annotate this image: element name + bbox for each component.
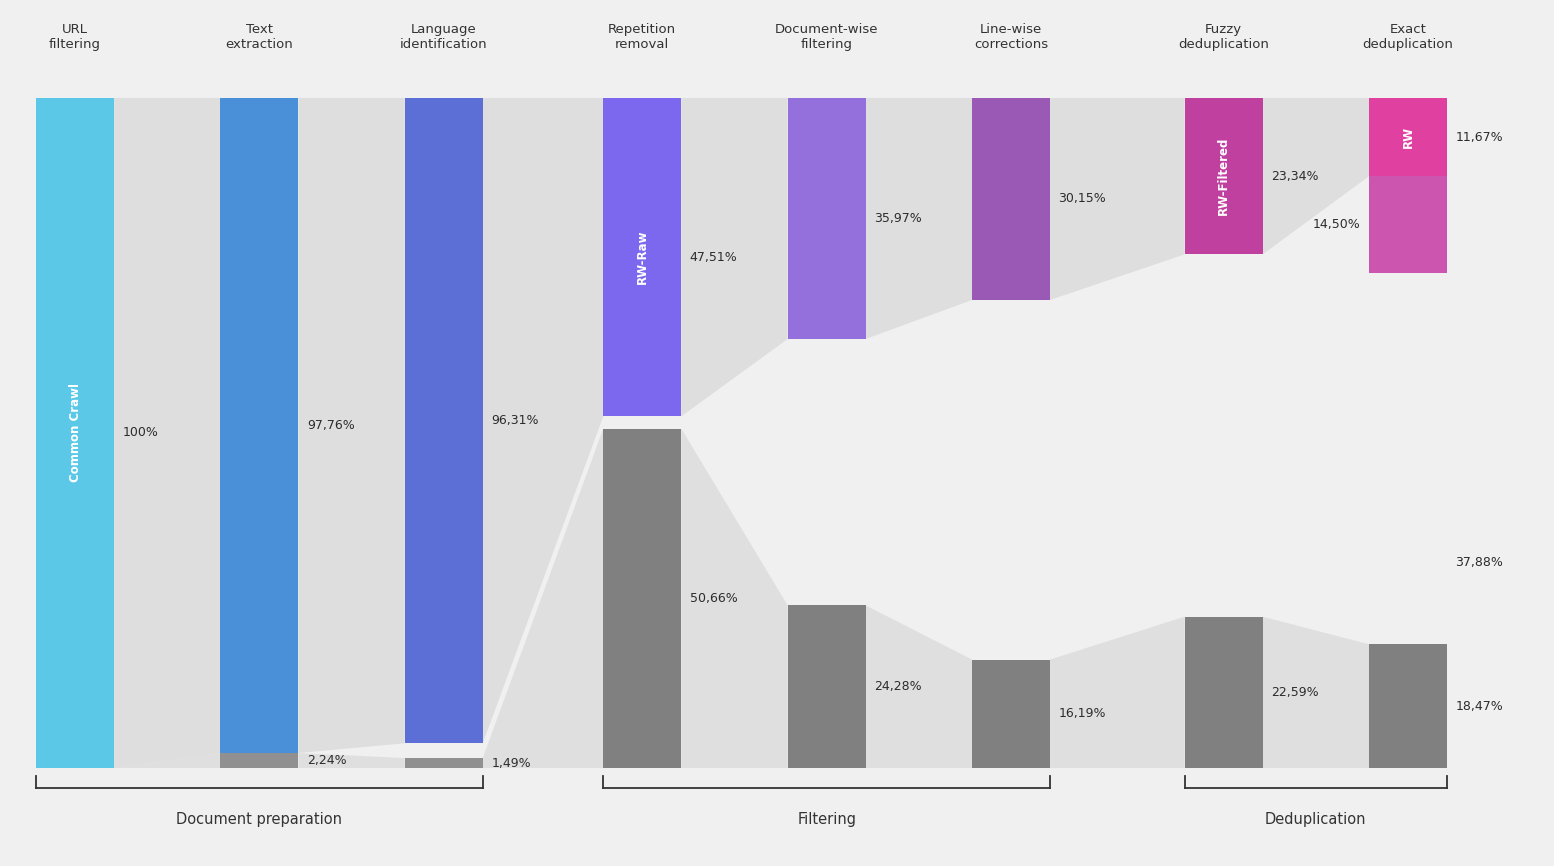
- Text: RW-Filtered: RW-Filtered: [1217, 137, 1231, 216]
- Text: Language
identification: Language identification: [399, 23, 488, 51]
- Text: Fuzzy
deduplication: Fuzzy deduplication: [1178, 23, 1270, 51]
- Bar: [1184, 617, 1263, 768]
- Bar: [971, 660, 1051, 768]
- Text: Document-wise
filtering: Document-wise filtering: [775, 23, 878, 51]
- Text: 22,59%: 22,59%: [1271, 686, 1319, 699]
- Text: 35,97%: 35,97%: [875, 212, 922, 225]
- Text: 2,24%: 2,24%: [308, 754, 347, 767]
- Bar: [788, 98, 866, 339]
- Text: Line-wise
corrections: Line-wise corrections: [974, 23, 1047, 51]
- Polygon shape: [483, 429, 603, 768]
- Text: Common Crawl: Common Crawl: [68, 384, 81, 482]
- Text: 23,34%: 23,34%: [1271, 170, 1319, 183]
- Text: 1,49%: 1,49%: [491, 757, 531, 770]
- Text: 47,51%: 47,51%: [690, 250, 738, 263]
- Polygon shape: [298, 753, 404, 768]
- Bar: [603, 98, 681, 417]
- Bar: [1184, 98, 1263, 255]
- Text: Exact
deduplication: Exact deduplication: [1363, 23, 1453, 51]
- Polygon shape: [483, 98, 603, 743]
- Polygon shape: [113, 753, 221, 768]
- Bar: [1369, 98, 1447, 176]
- Text: URL
filtering: URL filtering: [50, 23, 101, 51]
- Text: Document preparation: Document preparation: [177, 811, 342, 826]
- Text: RW-Raw: RW-Raw: [636, 229, 648, 284]
- Bar: [971, 98, 1051, 300]
- Text: Repetition
removal: Repetition removal: [608, 23, 676, 51]
- Polygon shape: [866, 605, 971, 768]
- Text: 97,76%: 97,76%: [308, 419, 354, 432]
- Bar: [1369, 176, 1447, 274]
- Text: 100%: 100%: [123, 426, 159, 440]
- Bar: [404, 98, 483, 743]
- Text: 16,19%: 16,19%: [1058, 708, 1106, 721]
- Text: 14,50%: 14,50%: [1313, 218, 1360, 231]
- Polygon shape: [298, 98, 404, 753]
- Bar: [603, 429, 681, 768]
- Polygon shape: [681, 98, 788, 417]
- Bar: [221, 753, 298, 768]
- Text: RW: RW: [1402, 126, 1414, 148]
- Polygon shape: [113, 98, 221, 768]
- Text: Text
extraction: Text extraction: [225, 23, 294, 51]
- Text: 18,47%: 18,47%: [1456, 700, 1503, 713]
- Bar: [221, 98, 298, 753]
- Bar: [788, 605, 866, 768]
- Polygon shape: [1263, 98, 1369, 255]
- Text: 30,15%: 30,15%: [1058, 192, 1106, 205]
- Text: Deduplication: Deduplication: [1265, 811, 1366, 826]
- Text: 11,67%: 11,67%: [1456, 131, 1503, 144]
- Text: 24,28%: 24,28%: [875, 680, 922, 693]
- Polygon shape: [866, 98, 971, 339]
- Text: 96,31%: 96,31%: [491, 414, 539, 427]
- Polygon shape: [1051, 617, 1184, 768]
- Bar: [404, 758, 483, 768]
- Text: Filtering: Filtering: [797, 811, 856, 826]
- Text: 50,66%: 50,66%: [690, 591, 738, 604]
- Polygon shape: [1051, 98, 1184, 300]
- Bar: [36, 98, 113, 768]
- Bar: [1369, 644, 1447, 768]
- Polygon shape: [1263, 617, 1369, 768]
- Polygon shape: [681, 429, 788, 768]
- Text: 37,88%: 37,88%: [1456, 556, 1503, 569]
